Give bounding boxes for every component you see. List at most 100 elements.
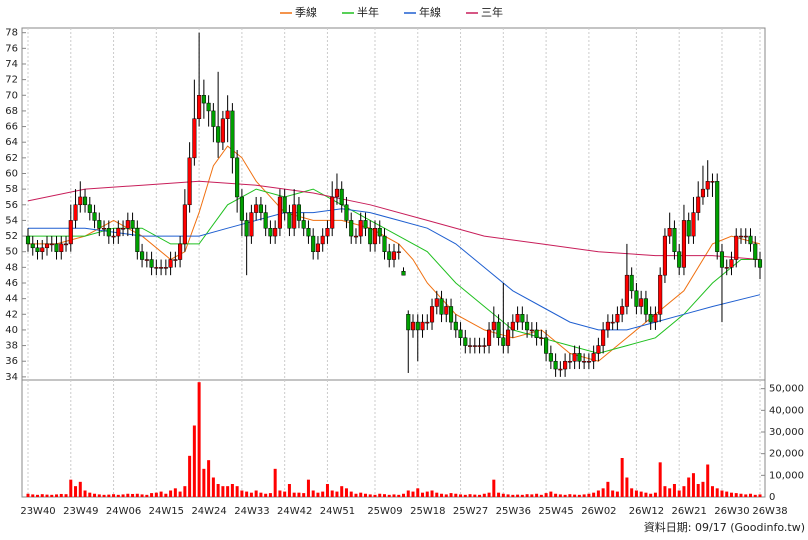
candle-body <box>572 353 577 362</box>
volume-bar <box>382 494 386 497</box>
volume-bar <box>321 491 325 497</box>
candle-body <box>377 227 382 237</box>
candle-body <box>121 227 126 230</box>
volume-bar <box>88 492 92 497</box>
volume-bar <box>758 494 762 497</box>
volume-bar <box>368 494 372 497</box>
volume-bar <box>78 481 82 497</box>
volume-bar <box>706 464 710 497</box>
volume-bar <box>287 484 291 497</box>
volume-bar <box>425 491 429 497</box>
x-tick-label: 24W15 <box>149 506 184 517</box>
volume-bar <box>663 486 667 497</box>
volume-bar <box>701 481 705 497</box>
volume-bar <box>102 494 106 497</box>
candle-body <box>49 243 54 246</box>
volume-bar <box>454 493 458 497</box>
x-tick-label: 26W38 <box>752 506 787 517</box>
volume-bar <box>373 494 377 497</box>
x-tick-label: 23W40 <box>20 506 55 517</box>
candle-body <box>154 267 159 269</box>
candle-body <box>634 290 639 307</box>
volume-bar <box>596 490 600 497</box>
volume-bar <box>183 486 187 497</box>
volume-bar <box>150 493 154 497</box>
candle-body <box>277 196 282 229</box>
y-tick-label: 62 <box>5 153 18 164</box>
candle-body <box>382 235 387 252</box>
x-tick-label: 23W49 <box>63 506 98 517</box>
candle-body <box>30 243 35 249</box>
candle-body <box>73 204 78 221</box>
ma-line <box>28 188 760 354</box>
volume-bar <box>492 479 496 497</box>
volume-bar <box>549 491 553 497</box>
footer: 資料日期: 09/17 (Goodinfo.tw) <box>644 520 805 534</box>
candle-body <box>163 267 168 269</box>
candle-body <box>444 306 449 315</box>
volume-bar <box>625 477 629 497</box>
volume-bar <box>178 491 182 497</box>
volume-bar <box>363 493 367 497</box>
candle-body <box>719 251 725 268</box>
candle-body <box>705 181 710 190</box>
candle-body <box>391 251 397 260</box>
candle-body <box>68 220 73 245</box>
volume-bar <box>121 494 125 497</box>
volume-bar <box>36 494 40 497</box>
volume-bar <box>74 486 78 497</box>
candle-body <box>87 204 92 213</box>
volume-bar <box>449 493 453 497</box>
legend-label: 半年 <box>357 5 379 19</box>
candle-body <box>78 196 83 206</box>
y2-tick-label: 30,000 <box>769 427 804 438</box>
volume-bar <box>273 468 277 497</box>
candle-body <box>529 329 534 332</box>
volume-bar <box>444 494 448 497</box>
candle-body <box>40 247 45 252</box>
volume-bar <box>202 468 206 497</box>
x-tick-label: 26W30 <box>714 506 749 517</box>
x-tick-label: 26W02 <box>581 506 616 517</box>
y-tick-label: 50 <box>5 247 18 258</box>
y-tick-label: 72 <box>5 75 18 86</box>
candle-body <box>429 306 435 323</box>
volume-bar <box>354 493 358 497</box>
candle-body <box>168 259 173 268</box>
candle-body <box>353 235 359 238</box>
y-tick-label: 34 <box>5 372 18 383</box>
y-tick-label: 58 <box>5 184 18 195</box>
candle-body <box>116 227 121 237</box>
volume-bar <box>325 484 329 497</box>
volume-bar <box>230 484 234 497</box>
volume-bar <box>112 494 116 497</box>
volume-bar <box>340 486 344 497</box>
volume-bar <box>729 492 733 497</box>
volume-bar <box>511 494 515 497</box>
y2-tick-label: 50,000 <box>769 384 804 395</box>
y2-tick-label: 0 <box>769 492 775 503</box>
volume-bar <box>691 473 695 497</box>
candle-body <box>410 321 416 331</box>
candle-body <box>487 329 492 346</box>
volume-bar <box>406 490 410 497</box>
candle-body <box>216 126 221 143</box>
candle-body <box>658 274 663 315</box>
volume-bar <box>93 493 97 497</box>
volume-bar <box>535 493 539 497</box>
legend-label: 季線 <box>295 5 317 19</box>
candle-body <box>482 345 487 347</box>
candle-body <box>187 157 192 206</box>
volume-bar <box>473 494 477 497</box>
volume-bar <box>344 488 348 497</box>
candle-body <box>691 212 696 237</box>
candle-body <box>315 243 320 252</box>
volume-bar <box>359 492 363 497</box>
price-panel <box>21 27 766 381</box>
volume-bar <box>468 494 472 497</box>
candle-body <box>477 345 482 347</box>
candle-body <box>182 204 187 245</box>
candle-body <box>615 314 620 323</box>
volume-bar <box>188 455 192 497</box>
candle-body <box>472 345 477 347</box>
